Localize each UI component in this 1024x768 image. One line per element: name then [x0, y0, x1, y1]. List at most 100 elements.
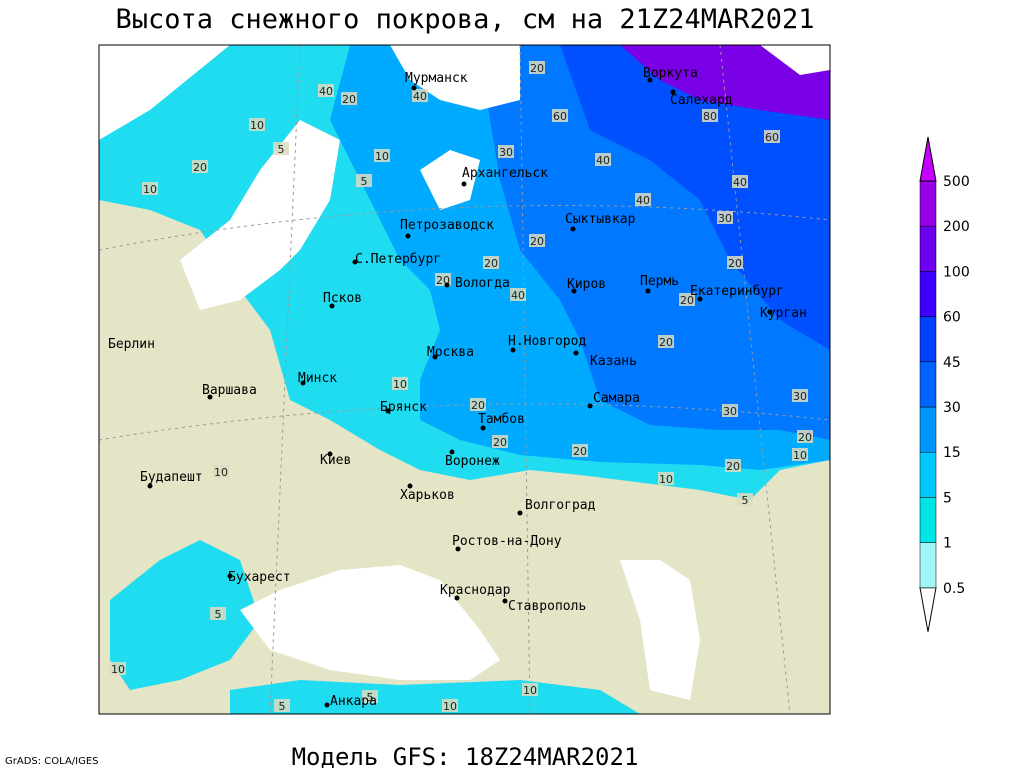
city-label: Харьков [400, 488, 455, 503]
contour-label-box [213, 465, 229, 478]
colorbar-label: 60 [943, 310, 961, 326]
colorbar-bin [919, 451, 937, 498]
contour-label: 60 [553, 110, 567, 123]
contour-label-box [273, 142, 289, 155]
contour-label-box [764, 130, 780, 143]
city-dot [587, 403, 593, 409]
city-dot [670, 89, 676, 95]
caspian-sea [620, 560, 700, 700]
city-dot [147, 483, 153, 489]
contour-label: 20 [193, 161, 207, 174]
footer: Модель GFS: 18Z24MAR2021 [292, 743, 639, 768]
city-label: Будапешт [140, 470, 203, 485]
city-label: Краснодар [440, 583, 511, 598]
contour-label: 20 [530, 235, 544, 248]
city-label: Архангельск [462, 166, 548, 181]
contour-label: 10 [523, 684, 537, 697]
city-label: Брянск [380, 400, 427, 415]
colorbar-label: 15 [943, 445, 961, 461]
contour-label: 30 [793, 390, 807, 403]
contour-label: 5 [215, 608, 222, 621]
contour-label: 10 [793, 449, 807, 462]
contour-label: 40 [636, 194, 650, 207]
city-label: Воркута [643, 66, 698, 81]
contour-label: 5 [367, 691, 374, 704]
contour-label: 10 [143, 183, 157, 196]
city-dot [432, 354, 438, 360]
city-dot [407, 483, 413, 489]
contour-label: 20 [728, 257, 742, 270]
city-label: Екатеринбург [690, 284, 784, 299]
city-label: Н.Новгород [508, 334, 586, 349]
graticule [98, 44, 831, 715]
contour-label-box [732, 175, 748, 188]
city-label: Варшава [202, 383, 257, 398]
baltic-sea [180, 120, 340, 310]
colorbar-label: 500 [943, 174, 970, 190]
city-label: Казань [590, 354, 637, 369]
contour-label-box [318, 84, 334, 97]
map [98, 44, 831, 715]
contour-label: 20 [530, 62, 544, 75]
city-label: Салехард [670, 93, 733, 108]
city-dot [227, 573, 233, 579]
contour-label-box [679, 293, 695, 306]
city-label: Бухарест [228, 570, 291, 585]
contour-label: 80 [703, 110, 717, 123]
snow-top [620, 45, 830, 120]
colorbar-bin [919, 316, 937, 363]
contour-label-box [552, 109, 568, 122]
city-dot [767, 309, 773, 315]
contour-label: 10 [375, 150, 389, 163]
city-label: Петрозаводск [400, 218, 494, 233]
contour-label-box [702, 109, 718, 122]
contour-label: 10 [443, 700, 457, 713]
city-dot [455, 546, 461, 552]
contour-label-box [442, 699, 458, 712]
city-dot [510, 347, 516, 353]
city-dot [324, 702, 330, 708]
colorbar-label: 30 [943, 400, 961, 416]
city-label: Пермь [640, 274, 679, 289]
contour-label: 20 [484, 257, 498, 270]
colorbar-label: 5 [943, 490, 952, 506]
contour-label: 5 [278, 143, 285, 156]
city-dot [502, 598, 508, 604]
city-label: Курган [760, 306, 807, 321]
city-dot [327, 451, 333, 457]
colorbar-label: 200 [943, 219, 970, 235]
colorbar-label: 0.5 [943, 581, 965, 597]
contour-label-box [725, 459, 741, 472]
contour-label-box [374, 149, 390, 162]
city-label: Минск [298, 371, 337, 386]
contour-label: 30 [723, 405, 737, 418]
contour-label-box [110, 662, 126, 675]
contour-label-box [522, 683, 538, 696]
city-dot [570, 226, 576, 232]
colorbar-label: 1 [943, 536, 952, 552]
contour-label-box [658, 472, 674, 485]
city-dot [329, 303, 335, 309]
colorbar-bin [919, 225, 937, 272]
contour-label-box [392, 377, 408, 390]
city-dot [480, 425, 486, 431]
contour-label: 20 [680, 294, 694, 307]
white-sea [420, 150, 480, 210]
colorbar-bin [919, 180, 937, 227]
contour-label-box [529, 234, 545, 247]
contour-label-box [483, 256, 499, 269]
city-dot [411, 85, 417, 91]
city-label: Берлин [108, 337, 155, 352]
city-label: Киров [567, 277, 606, 292]
contour-label-box [727, 256, 743, 269]
contour-label: 10 [659, 473, 673, 486]
colorbar-bin [919, 497, 937, 543]
contour-label: 10 [250, 119, 264, 132]
city-label: Москва [427, 345, 474, 360]
city-label: Сыктывкар [565, 212, 636, 227]
city-label: Псков [323, 291, 362, 306]
city-dot [352, 259, 358, 265]
contour-label: 10 [393, 378, 407, 391]
colorbar-bin [919, 542, 937, 589]
contour-label: 5 [279, 700, 286, 713]
